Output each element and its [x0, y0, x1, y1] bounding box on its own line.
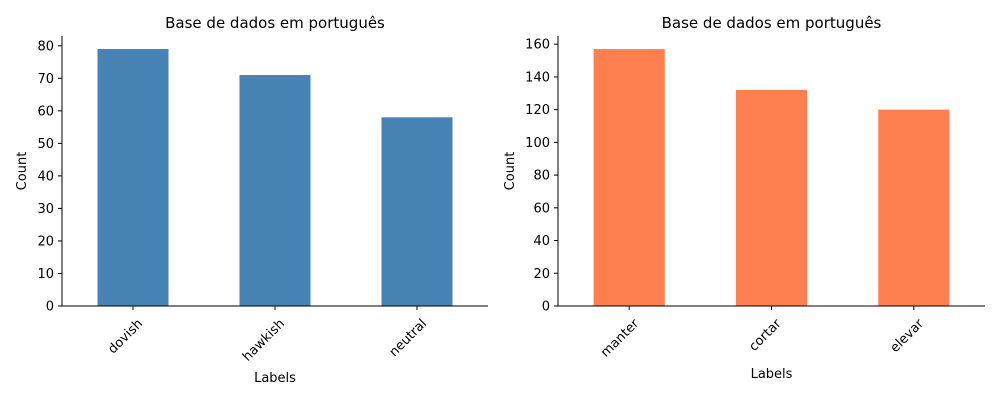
bar-manter — [593, 49, 665, 306]
y-tick-label: 0 — [542, 300, 550, 315]
y-tick-label: 140 — [525, 70, 550, 85]
x-tick-label-manter: manter — [598, 316, 643, 361]
x-tick-label-elevar: elevar — [888, 316, 928, 356]
y-tick-label: 80 — [37, 39, 54, 54]
chart-panel-2: Base de dados em português manter cortar el… — [503, 14, 985, 382]
y-axis-label: Count — [15, 152, 30, 191]
y-tick-label: 70 — [37, 72, 54, 87]
chart-title: Base de dados em português — [165, 14, 385, 32]
bar-cortar — [735, 90, 808, 306]
y-tick-label: 0 — [46, 300, 54, 315]
bar-elevar — [878, 109, 950, 307]
y-tick-label: 80 — [533, 169, 550, 184]
y-axis-label: Count — [503, 152, 518, 191]
x-tick-label-dovish: dovish — [105, 316, 146, 357]
x-tick-label-cortar: cortar — [746, 316, 785, 355]
x-axis-label: Labels — [254, 371, 296, 386]
y-tick-label: 160 — [525, 38, 550, 53]
bar-neutral — [381, 117, 453, 306]
y-tick-label: 60 — [533, 201, 550, 216]
bar-dovish — [97, 49, 169, 306]
y-tick-label: 40 — [37, 169, 54, 184]
chart-panel-1: Base de dados em português dovish hawkish n… — [15, 14, 488, 386]
y-tick-label: 20 — [533, 267, 550, 282]
x-tick-label-hawkish: hawkish — [240, 316, 288, 364]
x-tick-label-neutral: neutral — [387, 316, 430, 359]
bar-hawkish — [239, 75, 311, 306]
y-tick-label: 120 — [525, 103, 550, 118]
x-axis-label: Labels — [751, 367, 793, 382]
y-tick-label: 20 — [37, 234, 54, 249]
y-tick-label: 30 — [37, 202, 54, 217]
y-tick-label: 60 — [37, 104, 54, 119]
y-tick-label: 40 — [533, 234, 550, 249]
y-tick-label: 100 — [525, 136, 550, 151]
y-tick-label: 10 — [37, 267, 54, 282]
chart-title: Base de dados em português — [662, 14, 882, 32]
y-tick-label: 50 — [37, 137, 54, 152]
